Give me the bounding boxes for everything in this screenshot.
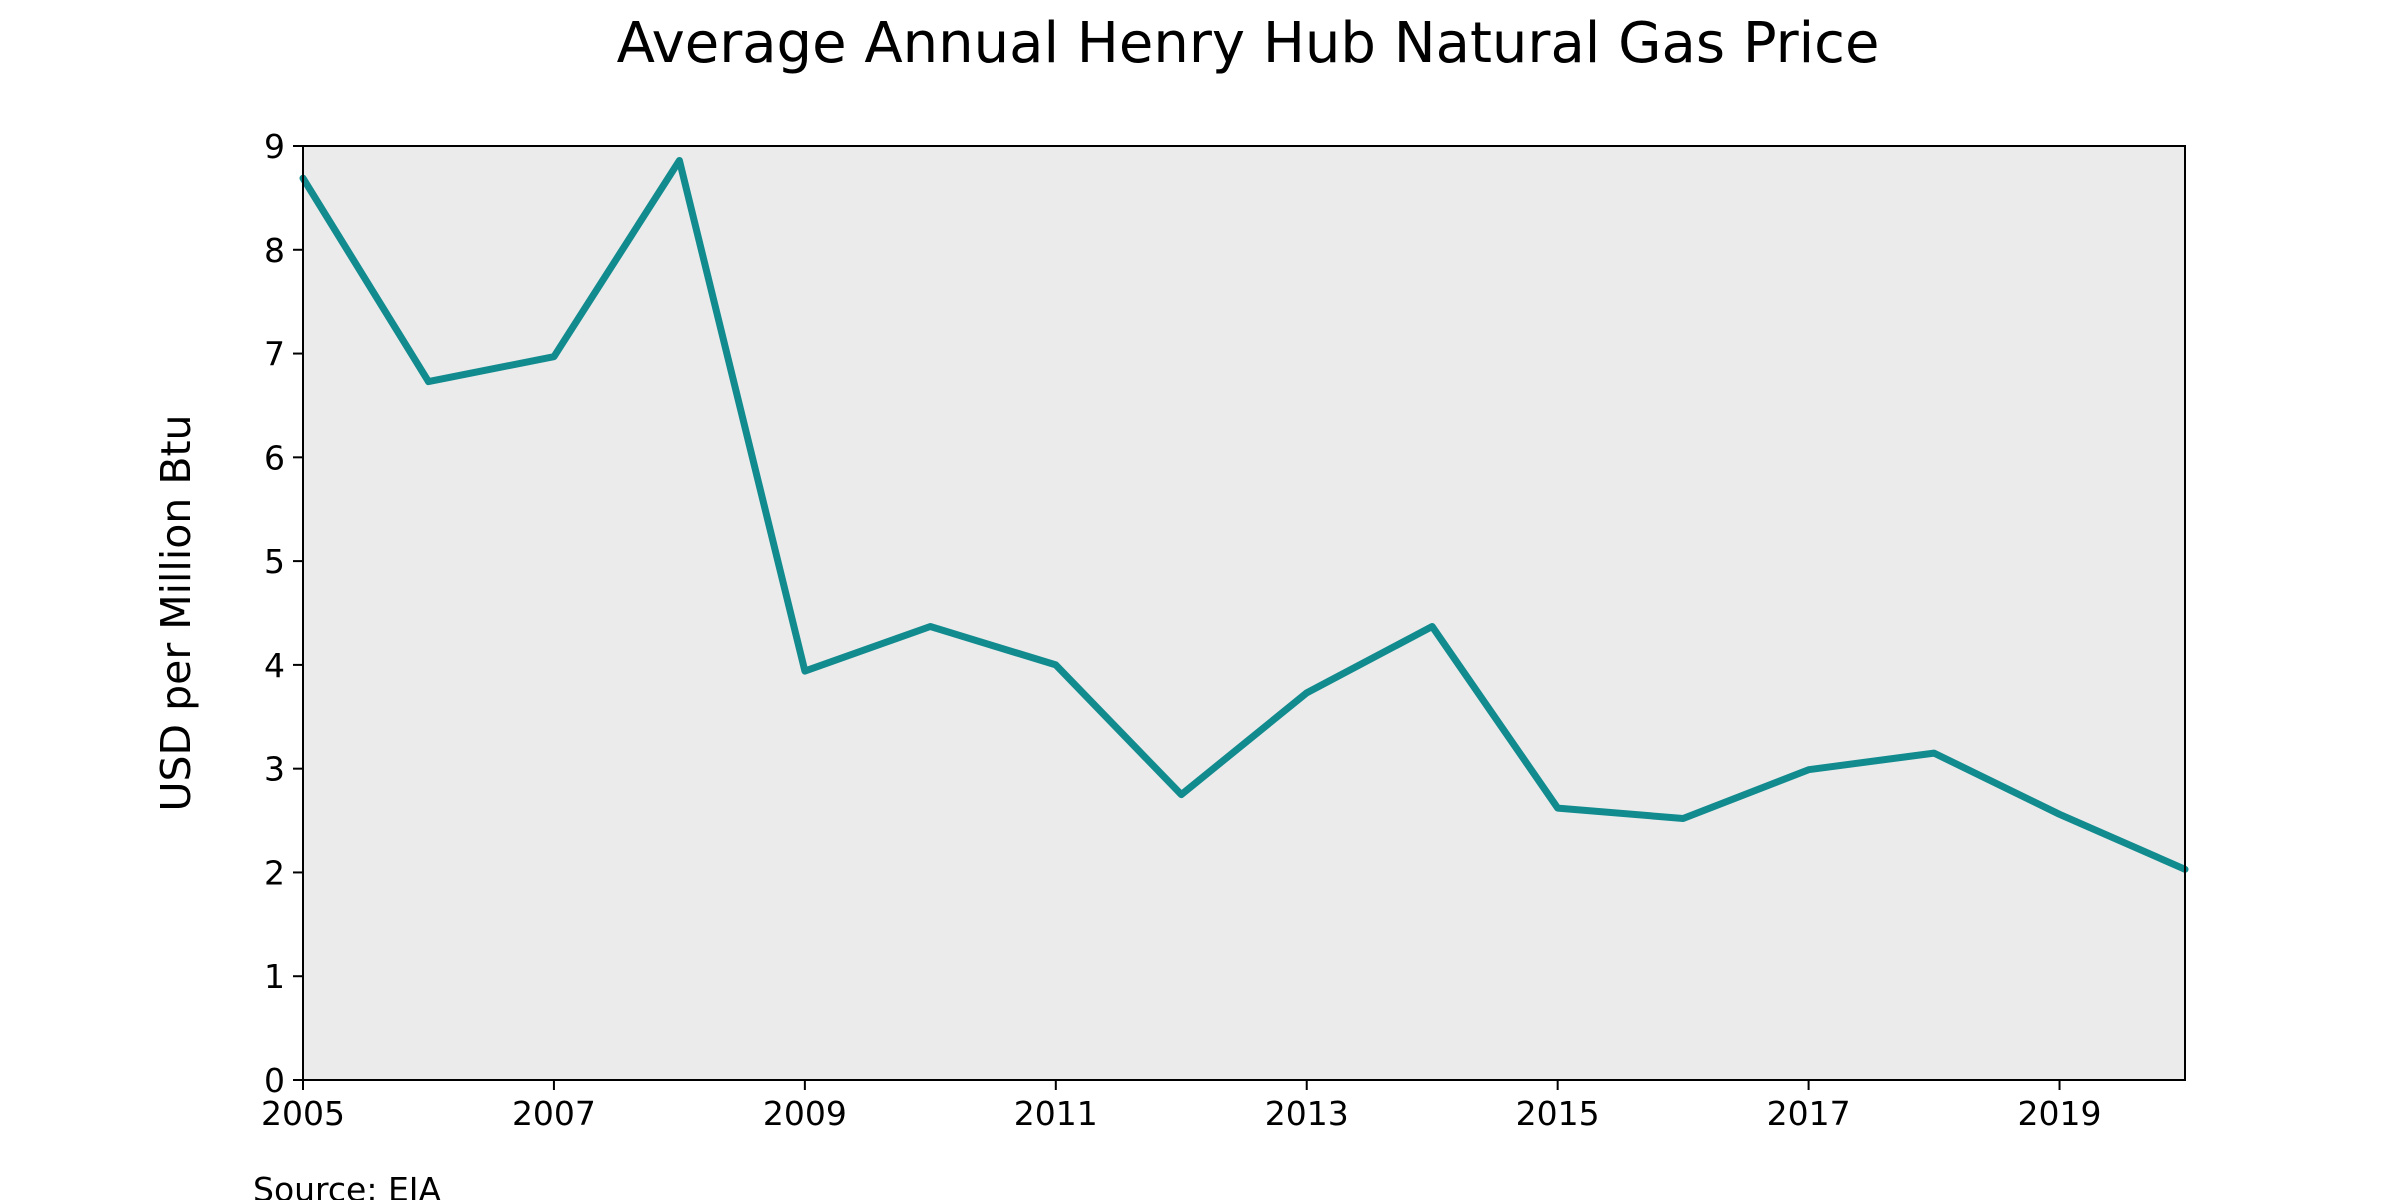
series-layer xyxy=(299,157,2189,873)
y-tick-label: 6 xyxy=(264,438,285,477)
x-tick-label: 2017 xyxy=(1767,1094,1851,1133)
x-axis: 2005 2007 2009 2011 2013 2015 2017 2019 xyxy=(261,1080,2102,1133)
y-tick-label: 8 xyxy=(264,231,285,270)
series-line xyxy=(299,157,2189,873)
plot-frame xyxy=(302,145,2186,1081)
x-tick-label: 2019 xyxy=(2018,1094,2102,1133)
chart-title: Average Annual Henry Hub Natural Gas Pri… xyxy=(617,11,1880,76)
x-tick-label: 2015 xyxy=(1516,1094,1600,1133)
y-axis: 0 1 2 3 4 5 6 7 8 9 xyxy=(264,127,303,1100)
y-tick-label: 7 xyxy=(264,335,285,374)
x-tick-label: 2013 xyxy=(1265,1094,1349,1133)
x-tick-label: 2011 xyxy=(1014,1094,1098,1133)
y-tick-label: 0 xyxy=(264,1061,285,1100)
y-tick-label: 1 xyxy=(264,957,285,996)
y-tick-label: 9 xyxy=(264,127,285,166)
y-tick-label: 2 xyxy=(264,853,285,892)
x-tick-label: 2007 xyxy=(512,1094,596,1133)
plot-area xyxy=(303,146,2185,1080)
y-tick-label: 4 xyxy=(264,646,285,685)
x-tick-label: 2005 xyxy=(261,1094,345,1133)
y-tick-label: 5 xyxy=(264,542,285,581)
y-tick-label: 3 xyxy=(264,750,285,789)
x-tick-label: 2009 xyxy=(763,1094,847,1133)
y-axis-label: USD per Million Btu xyxy=(152,414,200,811)
source-note: Source: EIA xyxy=(253,1170,442,1200)
